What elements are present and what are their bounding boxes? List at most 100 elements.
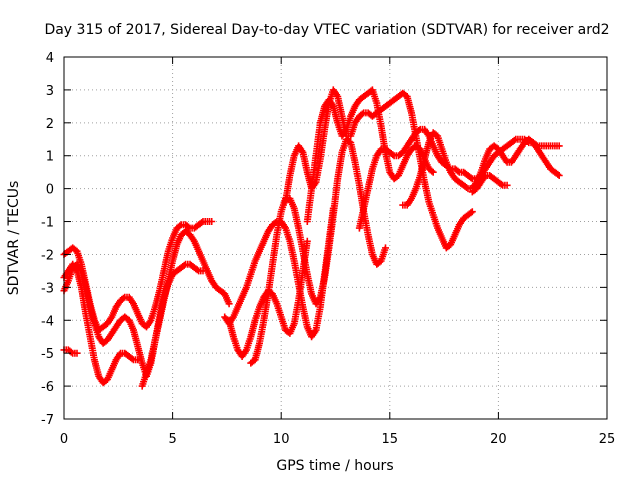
data-point <box>299 303 311 329</box>
data-point <box>69 260 80 273</box>
data-point <box>199 257 210 273</box>
data-point <box>190 222 201 232</box>
data-point <box>486 143 497 153</box>
data-point <box>477 173 488 186</box>
data-point <box>212 283 223 294</box>
data-point <box>99 321 110 331</box>
data-point <box>429 168 437 176</box>
x-tick-label: 25 <box>599 432 616 447</box>
data-point <box>447 233 458 249</box>
data-point <box>125 316 137 332</box>
y-axis-label: SDTVAR / TECUs <box>6 181 22 296</box>
data-point <box>486 172 497 182</box>
data-point <box>273 210 285 239</box>
series-11 <box>399 129 563 209</box>
data-point <box>355 94 366 104</box>
chart-title: Day 315 of 2017, Sidereal Day-to-day VTE… <box>44 22 609 38</box>
data-point <box>481 147 493 163</box>
data-point <box>64 245 75 255</box>
data-point <box>408 130 419 143</box>
data-point <box>382 100 392 110</box>
data-point <box>134 356 142 364</box>
data-point <box>395 90 405 100</box>
data-point <box>103 331 115 344</box>
y-tick-label: 0 <box>46 183 54 198</box>
data-point <box>242 272 254 291</box>
data-point <box>473 180 484 193</box>
data-point <box>195 219 206 229</box>
data-point <box>269 233 280 268</box>
data-point <box>399 201 409 209</box>
data-point <box>425 165 436 175</box>
data-point <box>464 172 475 182</box>
data-point <box>442 242 453 252</box>
y-tick-label: -6 <box>41 380 54 395</box>
data-point <box>290 299 302 328</box>
y-tick-label: 3 <box>46 84 54 99</box>
data-point <box>295 224 306 253</box>
data-point <box>421 178 432 204</box>
data-point <box>412 142 423 152</box>
data-point <box>455 168 465 176</box>
data-point <box>342 132 352 140</box>
data-point <box>321 246 333 281</box>
data-point <box>382 244 389 252</box>
data-point <box>125 353 136 363</box>
data-point <box>351 97 362 110</box>
data-point <box>260 229 271 245</box>
data-point <box>499 181 509 189</box>
data-point <box>542 142 552 150</box>
data-point <box>373 99 385 128</box>
data-point <box>108 325 119 337</box>
data-point <box>273 300 284 319</box>
data-point <box>386 148 397 159</box>
data-point <box>303 187 315 225</box>
data-point <box>438 158 449 168</box>
data-point <box>182 227 192 238</box>
data-point <box>451 165 462 175</box>
data-point <box>182 221 192 231</box>
data-point <box>173 265 184 275</box>
data-point <box>208 277 219 290</box>
data-point <box>286 195 297 210</box>
data-point <box>295 269 307 304</box>
data-point <box>399 89 410 99</box>
series-4 <box>138 227 233 390</box>
data-point <box>521 136 531 147</box>
data-point <box>199 218 209 225</box>
data-point <box>130 356 140 364</box>
data-point <box>412 127 423 137</box>
data-point <box>117 294 127 304</box>
data-point <box>229 305 241 321</box>
data-point <box>442 158 454 174</box>
data-point <box>99 337 110 347</box>
data-point <box>260 292 272 324</box>
data-point <box>547 142 557 150</box>
data-point <box>460 168 470 178</box>
data-point <box>460 212 470 222</box>
data-point <box>338 127 349 140</box>
data-point <box>282 326 292 336</box>
data-point <box>69 349 79 357</box>
data-point <box>312 305 324 334</box>
data-point <box>251 249 263 265</box>
data-point <box>368 86 380 105</box>
data-point <box>186 224 196 232</box>
data-point <box>112 318 123 331</box>
data-point <box>173 233 184 249</box>
data-point <box>316 128 328 163</box>
data-point <box>368 110 379 120</box>
data-point <box>112 298 123 311</box>
data-point <box>351 114 362 127</box>
data-point <box>203 218 213 225</box>
y-tick-label: 1 <box>46 150 54 165</box>
plot-frame <box>63 56 608 420</box>
data-point <box>547 165 557 175</box>
data-point <box>516 140 527 153</box>
data-point <box>503 158 513 166</box>
data-point <box>438 234 449 250</box>
data-point <box>464 185 474 193</box>
data-point <box>468 208 476 216</box>
data-point <box>490 142 501 152</box>
data-point <box>395 150 405 160</box>
